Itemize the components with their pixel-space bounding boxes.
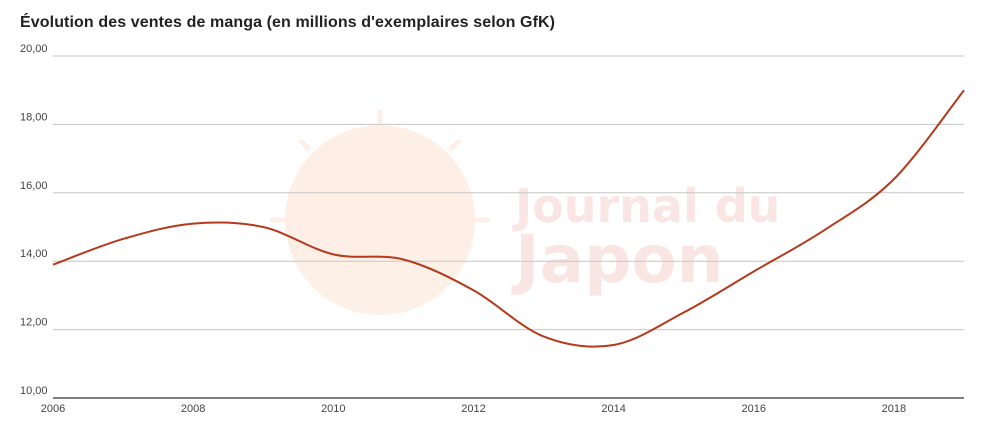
journal-du-japon-watermark: Journal du Japon (270, 110, 780, 315)
watermark-sun (285, 125, 475, 315)
x-tick-label: 2016 (742, 403, 766, 415)
y-tick-label: 14,00 (20, 248, 48, 260)
y-tick-label: 20,00 (20, 43, 48, 55)
y-tick-label: 10,00 (20, 385, 48, 397)
x-tick-label: 2014 (601, 403, 625, 415)
gridlines (53, 55, 964, 399)
x-tick-label: 2018 (882, 403, 906, 415)
y-tick-label: 18,00 (20, 111, 48, 123)
series-group (52, 89, 965, 348)
x-tick-label: 2008 (181, 403, 205, 415)
y-tick-label: 12,00 (20, 317, 48, 329)
chart-title: Évolution des ventes de manga (en millio… (20, 14, 556, 31)
watermark-line2: Japon (511, 221, 724, 298)
watermark-rays (270, 110, 490, 223)
y-axis-ticks: 10,00 12,00 14,00 16,00 18,00 20,00 (20, 43, 48, 397)
x-tick-label: 2012 (461, 403, 485, 415)
watermark-line1: Journal du (512, 179, 780, 233)
x-tick-label: 2006 (41, 403, 65, 415)
x-tick-label: 2010 (321, 403, 345, 415)
series-line (52, 89, 965, 348)
x-axis-ticks: 2006 2008 2010 2012 2014 2016 2018 (41, 403, 906, 415)
y-tick-label: 16,00 (20, 180, 48, 192)
